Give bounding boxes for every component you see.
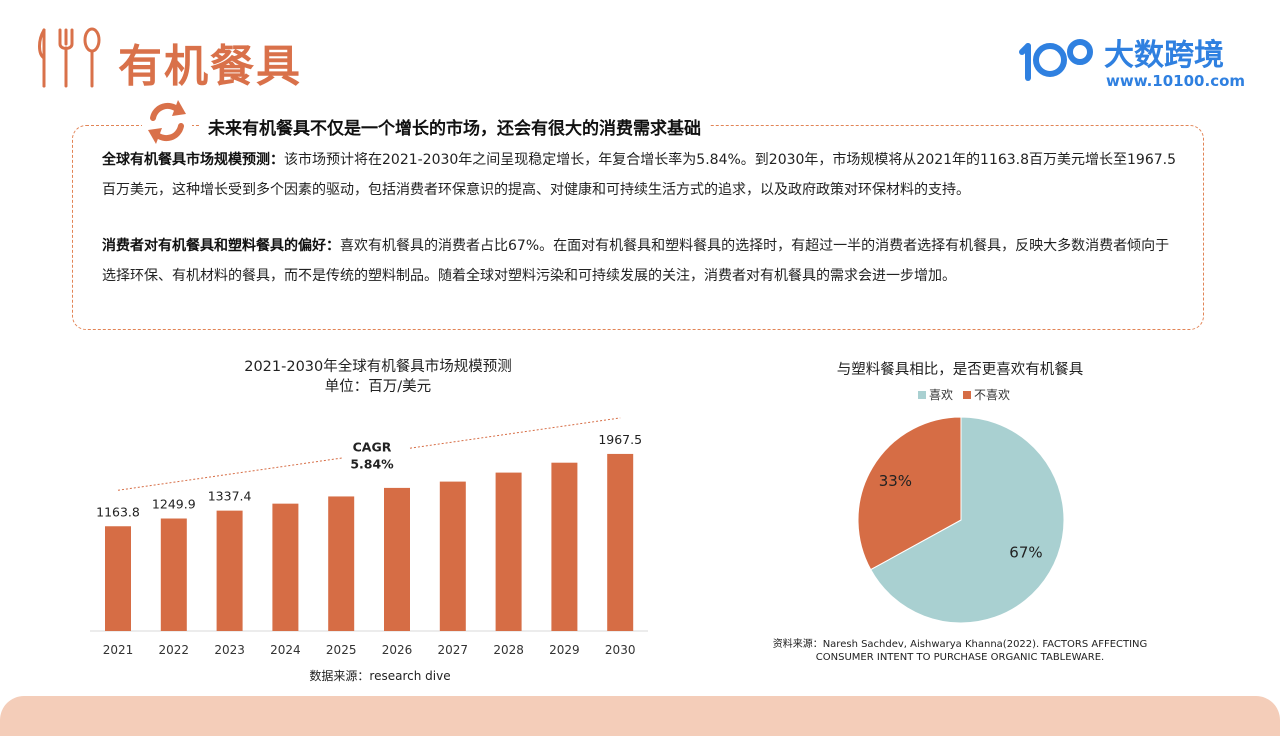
x-tick-label: 2026: [382, 643, 413, 657]
paragraph-text: 该市场预计将在2021-2030年之间呈现稳定增长，年复合增长率为5.84%。到…: [102, 152, 1177, 198]
x-tick-label: 2027: [438, 643, 469, 657]
bar-2023: [216, 510, 243, 631]
data-label: 1967.5: [598, 432, 642, 447]
bar-2026: [384, 487, 410, 631]
paragraph-market-forecast: 全球有机餐具市场规模预测：该市场预计将在2021-2030年之间呈现稳定增长，年…: [102, 146, 1182, 205]
page-title: 有机餐具: [118, 41, 302, 92]
bar-2029: [551, 462, 578, 631]
bar-chart-title: 2021-2030年全球有机餐具市场规模预测: [244, 359, 512, 375]
x-tick-label: 2024: [270, 643, 301, 657]
recycle-icon: [142, 98, 192, 146]
pie-slice-like: [870, 416, 1065, 624]
cagr-trend-line: [409, 417, 621, 449]
cagr-trend-line: [117, 457, 343, 491]
data-label: 1337.4: [208, 489, 252, 504]
paragraph-consumer-preference: 消费者对有机餐具和塑料餐具的偏好：喜欢有机餐具的消费者占比67%。在面对有机餐具…: [102, 232, 1182, 291]
logo-url: www.10100.com: [1106, 72, 1246, 90]
bar-chart: 2021 1163.8 2022 1249.9 2023 1337.4 2024 2025 20…: [90, 417, 648, 657]
paragraph-label: 消费者对有机餐具和塑料餐具的偏好：: [102, 238, 340, 254]
data-label: 1163.8: [96, 504, 140, 519]
x-tick-label: 2023: [214, 643, 245, 657]
legend-label: 不喜欢: [974, 387, 1010, 402]
bar-2025: [328, 496, 355, 631]
x-tick-label: 2028: [493, 643, 524, 657]
bar-2021: [105, 526, 131, 631]
logo-text: 大数跨境: [1104, 38, 1224, 73]
x-tick-label: 2022: [159, 643, 190, 657]
cagr-label: CAGR: [353, 440, 392, 455]
data-label: 1249.9: [152, 497, 196, 512]
paragraph-label: 全球有机餐具市场规模预测：: [102, 152, 284, 168]
legend-label: 喜欢: [929, 387, 953, 402]
bar-2027: [439, 481, 466, 631]
utensils-icon: [38, 27, 101, 88]
bottom-band: [0, 696, 1280, 736]
logo-icon: [1019, 39, 1093, 81]
bar-2022: [160, 518, 187, 631]
pie-chart-title: 与塑料餐具相比，是否更喜欢有机餐具: [836, 362, 1084, 378]
x-tick-label: 2025: [326, 643, 357, 657]
bar-2024: [272, 503, 299, 631]
pie-source-line: 资料来源：Naresh Sachdev, Aishwarya Khanna(20…: [772, 639, 1148, 650]
bar-2030: [607, 453, 634, 631]
pie-data-label: 33%: [879, 472, 912, 490]
pie-data-label: 67%: [1009, 544, 1042, 562]
bar-chart-source: 数据来源：research dive: [309, 669, 451, 683]
legend-swatch: [918, 391, 926, 399]
pie-chart: 喜欢 不喜欢 67% 33%: [857, 387, 1065, 624]
paragraph-text: 喜欢有机餐具的消费者占比67%。在面对有机餐具和塑料餐具的选择时，有超过一半的消…: [102, 238, 1170, 284]
cagr-value: 5.84%: [350, 457, 394, 472]
x-tick-label: 2021: [103, 643, 134, 657]
summary-subheading: 未来有机餐具不仅是一个增长的市场，还会有很大的消费需求基础: [200, 114, 709, 139]
x-tick-label: 2030: [605, 643, 636, 657]
pie-source-line: CONSUMER INTENT TO PURCHASE ORGANIC TABL…: [815, 652, 1105, 663]
bar-2028: [495, 472, 522, 631]
bar-chart-subtitle: 单位：百万/美元: [324, 379, 432, 395]
pie-slice-dislike: [857, 416, 962, 571]
bar-chart-title-block: 2021-2030年全球有机餐具市场规模预测 单位：百万/美元: [178, 357, 578, 397]
x-tick-label: 2029: [549, 643, 580, 657]
pie-chart-source: 资料来源：Naresh Sachdev, Aishwarya Khanna(20…: [740, 638, 1180, 664]
legend-swatch: [963, 391, 971, 399]
